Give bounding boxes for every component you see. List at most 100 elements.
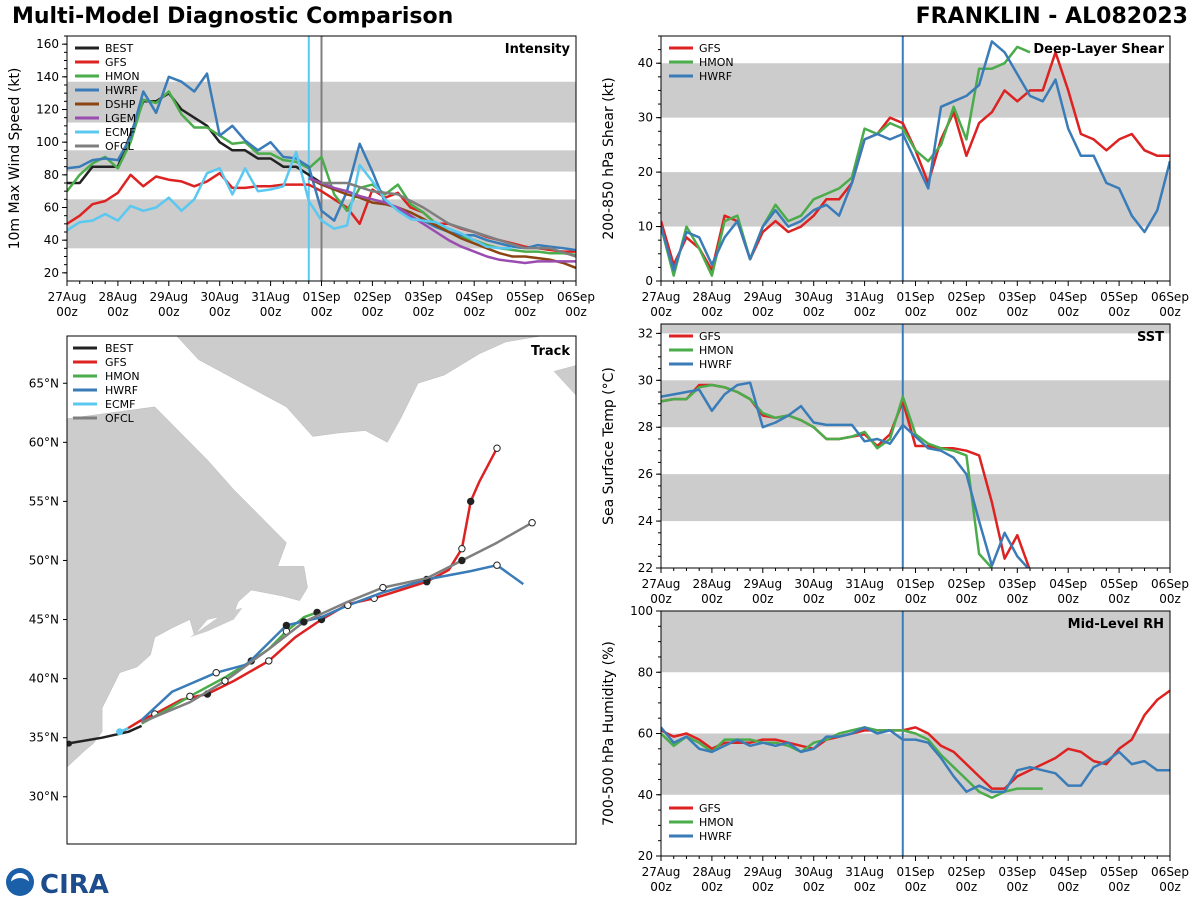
intensity-ytick-label: 160	[36, 37, 59, 51]
rh-ytick-label: 80	[638, 665, 653, 679]
track-land-group	[67, 336, 576, 768]
rh-panel: 2040608010027Aug00z28Aug00z29Aug00z30Aug…	[601, 604, 1189, 894]
shear-xtick-label: 29Aug	[743, 290, 782, 304]
intensity-xtick-label-hour: 00z	[362, 305, 384, 319]
intensity-xtick-label: 06Sep	[557, 290, 595, 304]
sst-band-2	[661, 324, 1170, 334]
sst-panel: 22242628303227Aug00z28Aug00z29Aug00z30Au…	[601, 323, 1189, 606]
rh-xtick-label-hour: 00z	[701, 880, 723, 894]
shear-ytick-label: 10	[638, 220, 653, 234]
sst-xtick-label-hour: 00z	[803, 592, 825, 606]
track-point-ecmf	[116, 728, 124, 736]
track-point-hmon	[186, 692, 194, 700]
intensity-xtick-label-hour: 00z	[209, 305, 231, 319]
rh-ytick-label: 100	[630, 604, 653, 618]
track-legend-label-hmon: HMON	[105, 370, 140, 383]
shear-xtick-label-hour: 00z	[1108, 305, 1130, 319]
track-series-group	[67, 444, 536, 747]
intensity-legend-label-ecmf: ECMF	[105, 126, 135, 139]
intensity-ytick-label: 20	[44, 266, 59, 280]
page-title: Multi-Model Diagnostic Comparison	[12, 4, 454, 29]
shear-xtick-label-hour: 00z	[803, 305, 825, 319]
sst-ytick-label: 32	[638, 326, 653, 340]
intensity-xtick-label: 03Sep	[404, 290, 442, 304]
sst-xtick-label-hour: 00z	[701, 592, 723, 606]
rh-ytick-label: 40	[638, 788, 653, 802]
sst-band-0	[661, 474, 1170, 522]
rh-xtick-label-hour: 00z	[1108, 880, 1130, 894]
intensity-xtick-label: 31Aug	[251, 290, 290, 304]
sst-xtick-label: 01Sep	[897, 577, 935, 591]
track-point-hwrf	[493, 561, 501, 569]
rh-xtick-label: 31Aug	[845, 865, 884, 879]
rh-xtick-label-hour: 00z	[650, 880, 672, 894]
intensity-legend-label-gfs: GFS	[105, 56, 127, 69]
shear-xtick-label: 28Aug	[693, 290, 732, 304]
sst-xtick-label-hour: 00z	[854, 592, 876, 606]
intensity-ytick-label: 60	[44, 201, 59, 215]
track-frame	[66, 335, 577, 845]
rh-xtick-label-hour: 00z	[1159, 880, 1181, 894]
intensity-ytick-label: 80	[44, 168, 59, 182]
track-land-2	[553, 365, 576, 396]
shear-xtick-label: 04Sep	[1049, 290, 1087, 304]
rh-xtick-label: 29Aug	[743, 865, 782, 879]
sst-legend-label-hwrf: HWRF	[699, 358, 732, 371]
track-land-1	[176, 336, 541, 443]
track-point-best	[67, 740, 72, 747]
rh-xtick-label: 05Sep	[1100, 865, 1138, 879]
track-series-ofcl	[141, 521, 533, 724]
shear-xtick-label-hour: 00z	[854, 305, 876, 319]
intensity-legend-label-hmon: HMON	[105, 70, 140, 83]
rh-xtick-label-hour: 00z	[752, 880, 774, 894]
shear-ylabel: 200-850 hPa Shear (kt)	[601, 77, 617, 239]
sst-xtick-label-hour: 00z	[1108, 592, 1130, 606]
sst-xtick-label: 03Sep	[998, 577, 1036, 591]
rh-band-1	[661, 611, 1170, 673]
rh-xtick-label: 04Sep	[1049, 865, 1087, 879]
intensity-xtick-label-hour: 00z	[311, 305, 333, 319]
sst-xtick-label-hour: 00z	[1057, 592, 1079, 606]
track-point-ofcl	[458, 556, 466, 565]
intensity-xtick-label: 02Sep	[353, 290, 391, 304]
sst-ytick-label: 22	[638, 561, 653, 575]
intensity-xtick-label-hour: 00z	[514, 305, 536, 319]
sst-xtick-label: 30Aug	[794, 577, 833, 591]
intensity-legend-label-hwrf: HWRF	[105, 84, 138, 97]
intensity-xtick-label-hour: 00z	[413, 305, 435, 319]
rh-xtick-label: 06Sep	[1151, 865, 1189, 879]
shear-xtick-label: 27Aug	[642, 290, 681, 304]
sst-xtick-label: 31Aug	[845, 577, 884, 591]
intensity-series-ecmf	[67, 150, 513, 250]
sst-xtick-label-hour: 00z	[1159, 592, 1181, 606]
shear-legend-label-hwrf: HWRF	[699, 70, 732, 83]
sst-ytick-label: 26	[638, 467, 653, 481]
noaa-logo-wave	[8, 878, 32, 894]
shear-ytick-label: 0	[645, 274, 653, 288]
sst-ytick-label: 28	[638, 420, 653, 434]
track-point-ofcl	[528, 519, 536, 527]
sst-xtick-label: 27Aug	[642, 577, 681, 591]
track-legend-label-best: BEST	[105, 342, 133, 355]
shear-xtick-label-hour: 00z	[956, 305, 978, 319]
rh-xtick-label: 02Sep	[947, 865, 985, 879]
shear-series-hmon	[661, 45, 1031, 277]
shear-xtick-label: 06Sep	[1151, 290, 1189, 304]
track-legend-label-hwrf: HWRF	[105, 384, 138, 397]
sst-ytick-label: 30	[638, 373, 653, 387]
rh-xtick-label: 30Aug	[794, 865, 833, 879]
track-land-0	[67, 406, 308, 768]
rh-xtick-label: 28Aug	[693, 865, 732, 879]
rh-legend-label-gfs: GFS	[699, 802, 721, 815]
sst-xtick-label-hour: 00z	[752, 592, 774, 606]
shear-xtick-label: 31Aug	[845, 290, 884, 304]
intensity-xtick-label: 04Sep	[455, 290, 493, 304]
track-lat-label: 45°N	[29, 613, 59, 627]
sst-xtick-label: 06Sep	[1151, 577, 1189, 591]
shear-legend-label-gfs: GFS	[699, 42, 721, 55]
track-point-gfs	[458, 545, 466, 553]
track-legend-label-ofcl: OFCL	[105, 412, 135, 425]
shear-ytick-label: 20	[638, 165, 653, 179]
intensity-ylabel: 10m Max Wind Speed (kt)	[7, 68, 23, 250]
sst-ytick-label: 24	[638, 514, 653, 528]
